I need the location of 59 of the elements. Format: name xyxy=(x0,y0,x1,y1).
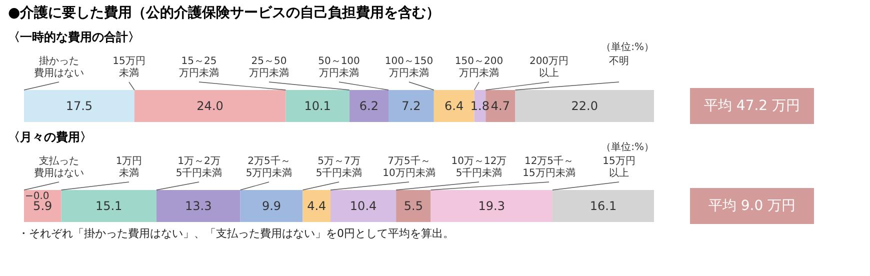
series-label: 2万5千～5万円未満 xyxy=(246,155,292,179)
text: 平均 47.2 万円 xyxy=(704,98,800,114)
series-label: 掛かった費用はない xyxy=(34,55,84,79)
data-label: 19.3 xyxy=(478,199,505,213)
bar xyxy=(240,190,303,222)
bar xyxy=(61,190,156,222)
series-label: 1万円未満 xyxy=(116,156,142,179)
series-label: 5万～7万5千円未満 xyxy=(316,156,362,179)
bar xyxy=(552,190,654,222)
series-label: 200万円以上 xyxy=(529,56,569,79)
text: 平均 9.0 万円 xyxy=(708,198,796,214)
series-label: 15万円未満 xyxy=(112,56,146,79)
text: ・それぞれ「掛かった費用はない」、「支払った費用はない」を0円として平均を算出。 xyxy=(18,227,454,240)
chart-subtitle: 〈一時的な費用の合計〉 xyxy=(8,30,140,44)
chart-title: ●介護に要した費用（公的介護保険サービスの自己負担費用を含む） xyxy=(8,4,440,21)
text: 50～100万円未満 xyxy=(318,56,360,79)
data-label: 9.9 xyxy=(262,199,282,213)
data-label: 4.4 xyxy=(307,199,326,213)
data-label: 10.1 xyxy=(304,99,331,113)
data-label: 10.4 xyxy=(350,199,377,213)
bar xyxy=(286,90,350,122)
series-label: 12万5千～15万円未満 xyxy=(522,155,576,179)
series-label: 7万5千～10万円未満 xyxy=(382,155,436,179)
text: 150～200万円未満 xyxy=(454,56,504,79)
bar xyxy=(430,190,552,222)
data-label: 4.7 xyxy=(490,99,510,113)
series-label: 15万円以上 xyxy=(602,156,636,179)
text: （単位:%） xyxy=(601,141,654,153)
bar xyxy=(349,90,389,122)
data-label: 5.5 xyxy=(404,199,423,213)
data-label: 7.2 xyxy=(402,99,421,113)
series-label: 1万～2万5千円未満 xyxy=(176,156,222,179)
data-label: 5.9 xyxy=(33,199,52,213)
data-label: 17.5 xyxy=(66,99,93,113)
bar xyxy=(156,190,240,222)
text: 25～50万円未満 xyxy=(249,56,289,79)
data-label: 13.3 xyxy=(185,199,212,213)
series-label: 支払った費用はない xyxy=(34,155,84,179)
text: 15～25万円未満 xyxy=(179,56,219,79)
data-label: 6.2 xyxy=(359,99,378,113)
chart-subtitle: 〈月々の費用〉 xyxy=(8,130,92,144)
data-label: 22.0 xyxy=(571,99,598,113)
data-label: 16.1 xyxy=(590,199,617,213)
data-label: 1.8 xyxy=(470,99,490,113)
bar xyxy=(134,90,286,122)
data-label: 15.1 xyxy=(95,199,122,213)
bar xyxy=(330,190,396,222)
text: （単位:%） xyxy=(601,41,654,53)
bar xyxy=(396,190,431,222)
data-label: 24.0 xyxy=(196,99,224,113)
bar xyxy=(24,90,134,122)
annotation: −0.0 xyxy=(25,191,50,202)
data-label: 6.4 xyxy=(444,99,464,113)
bar xyxy=(515,90,654,122)
bar xyxy=(302,190,330,222)
bar xyxy=(388,90,434,122)
text: 10万～12万5千円未満 xyxy=(451,156,507,179)
text: 不明 xyxy=(609,56,629,67)
series-label: 100～150万円未満 xyxy=(384,56,434,79)
